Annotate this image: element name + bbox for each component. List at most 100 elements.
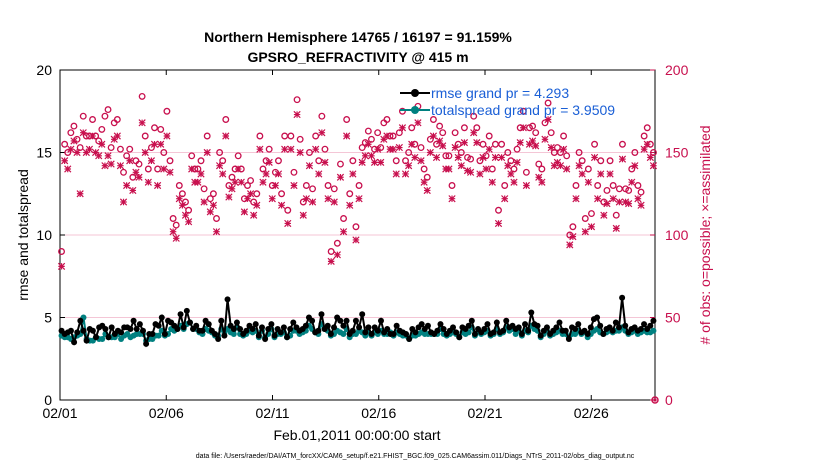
obs-possible-marker	[488, 165, 496, 173]
obs-possible-marker	[631, 149, 639, 156]
obs-assimilated-marker	[473, 138, 481, 147]
x-tick-label: 02/01	[42, 405, 77, 421]
obs-assimilated-marker	[277, 201, 286, 209]
obs-possible-marker	[321, 145, 329, 153]
obs-assimilated-marker	[584, 178, 592, 186]
obs-assimilated-marker	[501, 195, 509, 203]
rmse-point	[575, 321, 582, 328]
obs-possible-marker	[327, 248, 335, 255]
rmse-point	[136, 321, 143, 328]
rmse-point	[537, 332, 544, 339]
rmse-point	[503, 317, 510, 324]
obs-possible-marker	[510, 165, 518, 173]
obs-assimilated-marker	[188, 165, 196, 173]
rmse-point	[594, 314, 601, 321]
obs-assimilated-marker	[628, 178, 636, 186]
obs-possible-marker	[197, 157, 205, 165]
obs-possible-marker	[398, 107, 406, 115]
obs-assimilated-marker	[618, 155, 627, 163]
rmse-point	[406, 335, 413, 342]
rmse-point	[384, 326, 391, 333]
obs-assimilated-marker	[491, 153, 500, 162]
obs-assimilated-marker	[101, 162, 109, 170]
obs-assimilated-zero-marker	[653, 398, 657, 402]
obs-possible-marker	[312, 132, 320, 140]
obs-assimilated-marker	[364, 140, 372, 148]
obs-assimilated-marker	[67, 145, 75, 153]
y-axis-ticks: 0 5 10 15 20	[36, 62, 65, 408]
obs-possible-marker	[442, 152, 450, 160]
obs-assimilated-marker	[563, 165, 571, 173]
obs-possible-marker	[178, 190, 186, 198]
obs-possible-marker	[200, 185, 208, 193]
obs-assimilated-marker	[222, 132, 230, 140]
obs-assimilated-marker	[457, 162, 465, 170]
obs-possible-marker	[519, 107, 527, 115]
rmse-point	[393, 322, 400, 329]
obs-possible-marker	[281, 132, 289, 140]
obs-possible-marker	[61, 140, 69, 148]
footnote: data file: /Users/raeder/DAI/ATM_forcXX/…	[196, 453, 635, 460]
rmse-point	[587, 324, 594, 331]
obs-assimilated-series	[57, 110, 658, 270]
obs-assimilated-marker	[206, 208, 214, 216]
obs-possible-series	[58, 92, 659, 404]
obs-assimilated-marker	[401, 170, 410, 178]
obs-assimilated-marker	[507, 170, 515, 178]
obs-assimilated-marker	[392, 170, 400, 178]
obs-assimilated-marker	[367, 152, 376, 160]
obs-possible-marker	[584, 165, 592, 173]
obs-assimilated-marker	[64, 165, 72, 173]
obs-possible-marker	[79, 112, 87, 120]
obs-assimilated-marker	[519, 124, 527, 132]
obs-assimilated-marker	[547, 143, 555, 152]
x-tick-label: 02/26	[574, 405, 609, 421]
obs-assimilated-marker	[308, 198, 317, 206]
rmse-point	[650, 317, 657, 324]
obs-possible-marker	[479, 140, 487, 148]
rmse-point	[515, 324, 522, 331]
obs-assimilated-marker	[603, 200, 611, 208]
rmse-point	[362, 329, 369, 336]
obs-possible-marker	[101, 112, 109, 120]
rmse-point	[212, 331, 219, 337]
obs-possible-marker	[209, 190, 217, 198]
obs-assimilated-marker	[600, 211, 608, 219]
obs-assimilated-marker	[234, 165, 242, 173]
rmse-point	[230, 326, 237, 333]
obs-assimilated-marker	[147, 157, 156, 165]
y2-tick-label: 0	[665, 392, 673, 408]
obs-possible-marker	[395, 129, 403, 137]
obs-possible-marker	[581, 215, 589, 222]
obs-possible-marker	[172, 221, 180, 229]
rmse-point	[637, 326, 644, 333]
rmse-point	[437, 321, 444, 328]
obs-assimilated-marker	[302, 195, 310, 203]
rmse-point	[221, 332, 228, 339]
obs-assimilated-marker	[355, 195, 363, 203]
obs-possible-marker	[572, 182, 580, 189]
obs-assimilated-marker	[615, 198, 623, 206]
obs-assimilated-marker	[625, 200, 633, 208]
obs-possible-marker	[640, 132, 648, 140]
rmse-point	[309, 317, 316, 324]
rmse-point	[277, 329, 284, 336]
obs-assimilated-marker	[454, 153, 462, 162]
totalspread-point	[650, 327, 657, 334]
obs-assimilated-marker	[225, 193, 233, 201]
rmse-point	[647, 322, 654, 329]
obs-possible-marker	[560, 132, 568, 140]
obs-possible-marker	[575, 149, 583, 156]
legend-rmse-label: rmse grand pr = 4.293	[431, 85, 569, 101]
rmse-point	[434, 327, 441, 334]
obs-assimilated-marker	[426, 148, 434, 157]
obs-assimilated-marker	[330, 198, 338, 206]
obs-assimilated-marker	[184, 218, 193, 226]
obs-possible-marker	[470, 112, 478, 120]
rmse-point	[450, 324, 457, 331]
obs-assimilated-marker	[398, 124, 407, 132]
obs-possible-marker	[643, 124, 651, 132]
obs-possible-marker	[429, 116, 437, 123]
rmse-point	[183, 307, 190, 314]
